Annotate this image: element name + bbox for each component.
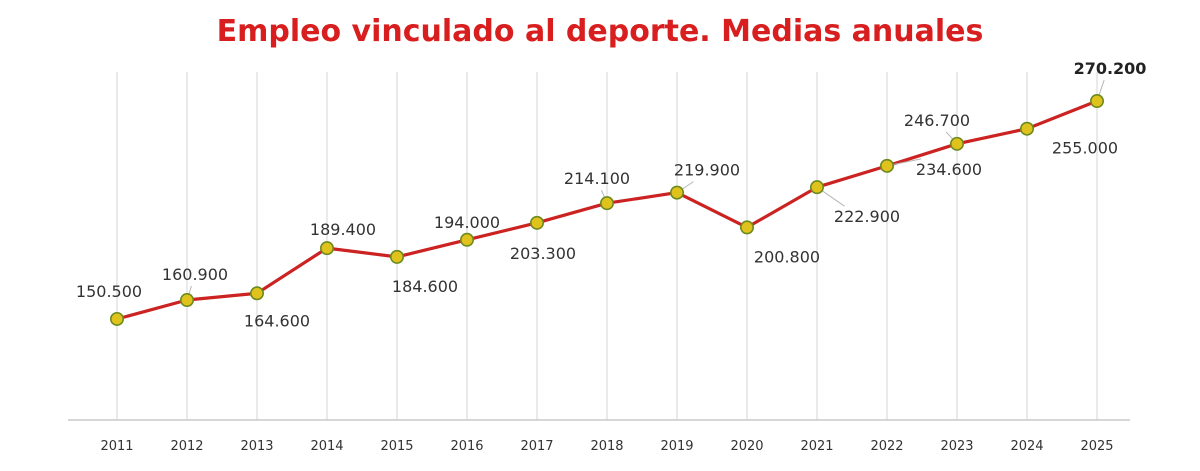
data-point-2025 xyxy=(1090,94,1105,109)
data-label-2012: 160.900 xyxy=(162,265,228,284)
data-point-2021 xyxy=(809,180,824,195)
data-point-2016 xyxy=(459,232,474,247)
data-point-2022 xyxy=(879,158,894,173)
data-label-2017: 203.300 xyxy=(510,244,576,263)
chart-title: Empleo vinculado al deporte. Medias anua… xyxy=(216,14,984,49)
data-point-2020 xyxy=(739,220,754,235)
data-label-2019: 219.900 xyxy=(674,161,740,180)
data-point-2015 xyxy=(389,249,404,264)
data-point-2014 xyxy=(319,241,334,256)
data-label-2024: 255.000 xyxy=(1052,139,1118,158)
data-point-2019 xyxy=(669,185,684,200)
data-label-2023: 246.700 xyxy=(904,111,970,130)
data-point-2012 xyxy=(180,293,195,308)
data-label-2022: 234.600 xyxy=(916,160,982,179)
data-label-2025: 270.200 xyxy=(1074,59,1147,78)
x-tick-2021: 2021 xyxy=(800,439,833,454)
x-tick-2025: 2025 xyxy=(1080,439,1113,454)
data-point-2024 xyxy=(1019,121,1034,136)
x-tick-2022: 2022 xyxy=(870,439,903,454)
data-point-2017 xyxy=(529,215,544,230)
data-point-2018 xyxy=(599,196,614,211)
x-tick-2011: 2011 xyxy=(100,439,133,454)
x-tick-2014: 2014 xyxy=(310,439,343,454)
data-label-2011: 150.500 xyxy=(76,282,142,301)
x-tick-2017: 2017 xyxy=(520,439,553,454)
x-tick-2013: 2013 xyxy=(240,439,273,454)
x-tick-2012: 2012 xyxy=(170,439,203,454)
data-label-2021: 222.900 xyxy=(834,207,900,226)
x-tick-2020: 2020 xyxy=(730,439,763,454)
x-tick-2016: 2016 xyxy=(450,439,483,454)
x-tick-2023: 2023 xyxy=(940,439,973,454)
x-tick-2024: 2024 xyxy=(1010,439,1043,454)
data-label-2013: 164.600 xyxy=(244,311,310,330)
data-label-2016: 194.000 xyxy=(434,213,500,232)
data-point-2011 xyxy=(110,311,125,326)
data-label-2014: 189.400 xyxy=(310,220,376,239)
data-label-2018: 214.100 xyxy=(564,169,630,188)
x-tick-2019: 2019 xyxy=(660,439,693,454)
data-label-2015: 184.600 xyxy=(392,277,458,296)
data-label-2020: 200.800 xyxy=(754,247,820,266)
data-point-2013 xyxy=(250,286,265,301)
data-point-2023 xyxy=(949,136,964,151)
x-tick-2015: 2015 xyxy=(380,439,413,454)
x-tick-2018: 2018 xyxy=(590,439,623,454)
